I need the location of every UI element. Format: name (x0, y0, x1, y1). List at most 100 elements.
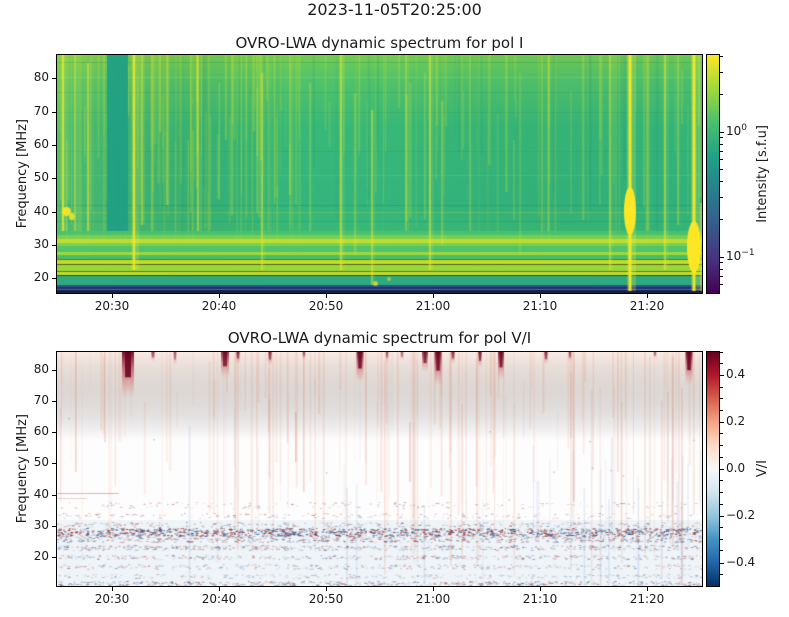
pol-i-y-tick (52, 211, 56, 213)
pol-i-colorbar (706, 54, 720, 294)
pol-vi-x-tick (218, 587, 220, 591)
pol-i-spectrogram-canvas (57, 55, 702, 293)
pol-vi-x-tick (325, 587, 327, 591)
pol-i-cb-minor-tick (720, 56, 723, 58)
pol-i-cb-tick (720, 131, 724, 133)
pol-i-y-tick-label: 20 (33, 270, 49, 284)
pol-i-cb-minor-tick (720, 275, 723, 277)
pol-vi-cb-minor-tick (720, 445, 723, 447)
pol-vi-colorbar-label: V/I (754, 460, 770, 478)
pol-vi-y-tick (52, 525, 56, 527)
pol-vi-cb-tick (720, 374, 724, 376)
pol-i-cb-minor-tick (720, 196, 723, 198)
pol-i-x-tick (325, 294, 327, 298)
pol-vi-x-tick-label: 21:00 (415, 592, 451, 606)
pol-vi-cb-tick-label: 0.2 (726, 414, 746, 428)
pol-i-cb-minor-tick (720, 137, 723, 139)
pol-vi-spectrogram-canvas (57, 352, 702, 586)
pol-vi-y-tick-label: 80 (33, 362, 49, 376)
pol-vi-x-tick (432, 587, 434, 591)
pol-i-cb-minor-tick (720, 159, 723, 161)
pol-i-cb-minor-tick (720, 268, 723, 270)
pol-i-x-tick-label: 20:50 (308, 299, 344, 313)
pol-vi-colorbar-label-wrap: V/I (748, 351, 776, 587)
pol-i-y-tick-label: 30 (33, 237, 49, 251)
pol-vi-y-tick-label: 60 (33, 424, 49, 438)
pol-i-y-tick-label: 80 (33, 70, 49, 84)
pol-i-x-tick (646, 294, 648, 298)
pol-i-cb-minor-tick (720, 150, 723, 152)
pol-i-cb-minor-tick (720, 93, 723, 95)
pol-vi-cb-tick-label: −0.2 (726, 508, 756, 522)
pol-vi-cb-tick (720, 468, 724, 470)
pol-vi-cb-minor-tick (720, 386, 723, 388)
pol-vi-y-tick-label: 20 (33, 549, 49, 563)
pol-vi-x-tick (539, 587, 541, 591)
pol-vi-x-tick-label: 20:50 (308, 592, 344, 606)
pol-vi-colorbar-gradient (707, 352, 719, 586)
pol-vi-axes (56, 351, 703, 587)
pol-i-x-tick-label: 20:30 (94, 299, 130, 313)
pol-vi-y-tick-label: 50 (33, 455, 49, 469)
pol-vi-y-tick (52, 369, 56, 371)
pol-vi-y-tick (52, 431, 56, 433)
pol-vi-cb-minor-tick (720, 491, 723, 493)
pol-i-cb-tick (720, 256, 724, 258)
pol-i-y-tick-label: 70 (33, 104, 49, 118)
pol-vi-y-tick-label: 30 (33, 518, 49, 532)
pol-i-axes (56, 54, 703, 294)
pol-vi-cb-tick (720, 515, 724, 517)
pol-i-x-tick-label: 20:40 (201, 299, 237, 313)
pol-vi-cb-minor-tick (720, 480, 723, 482)
pol-vi-y-tick (52, 400, 56, 402)
pol-vi-cb-minor-tick (720, 363, 723, 365)
pol-vi-x-tick-label: 21:10 (522, 592, 558, 606)
pol-vi-x-tick-label: 20:30 (94, 592, 130, 606)
pol-i-colorbar-gradient (707, 55, 719, 293)
pol-i-y-tick (52, 277, 56, 279)
pol-i-x-tick-label: 21:20 (629, 299, 665, 313)
pol-vi-cb-minor-tick (720, 410, 723, 411)
pol-i-x-tick-label: 21:00 (415, 299, 451, 313)
pol-i-y-tick (52, 111, 56, 113)
pol-vi-colorbar (706, 351, 720, 587)
pol-i-cb-minor-tick (720, 181, 723, 183)
pol-vi-cb-minor-tick (720, 527, 723, 528)
pol-i-y-tick-label: 50 (33, 170, 49, 184)
pol-i-title: OVRO-LWA dynamic spectrum for pol I (235, 34, 524, 52)
pol-i-y-tick (52, 244, 56, 246)
pol-i-cb-minor-tick (720, 169, 723, 171)
pol-vi-cb-minor-tick (720, 433, 723, 435)
pol-i-y-tick (52, 144, 56, 146)
pol-i-y-tick (52, 77, 56, 79)
pol-vi-y-tick-label: 70 (33, 393, 49, 407)
pol-vi-y-tick (52, 556, 56, 558)
pol-i-x-tick (218, 294, 220, 298)
pol-i-cb-tick-label: 10−1 (726, 248, 755, 263)
pol-i-cb-tick-label: 100 (726, 123, 748, 138)
pol-vi-cb-tick-label: −0.4 (726, 555, 756, 569)
pol-i-cb-minor-tick (720, 143, 723, 145)
pol-i-x-tick-label: 21:10 (522, 299, 558, 313)
pol-vi-cb-minor-tick (720, 456, 723, 458)
pol-vi-cb-minor-tick (720, 503, 723, 505)
pol-i-y-tick-label: 60 (33, 137, 49, 151)
pol-i-cb-minor-tick (720, 284, 723, 286)
pol-vi-x-tick-label: 20:40 (201, 592, 237, 606)
pol-i-x-tick (539, 294, 541, 298)
pol-vi-cb-minor-tick (720, 398, 723, 400)
pol-vi-x-tick-label: 21:20 (629, 592, 665, 606)
pol-vi-y-tick-label: 40 (33, 487, 49, 501)
pol-vi-x-tick (111, 587, 113, 591)
pol-vi-x-tick (646, 587, 648, 591)
pol-i-y-tick-label: 40 (33, 204, 49, 218)
pol-i-x-tick (111, 294, 113, 298)
pol-vi-y-tick (52, 462, 56, 464)
pol-vi-y-tick (52, 494, 56, 496)
pol-vi-cb-tick-label: 0.0 (726, 461, 746, 475)
pol-i-colorbar-label: Intensity [s.f.u] (754, 125, 770, 223)
pol-i-y-tick (52, 177, 56, 179)
pol-vi-title: OVRO-LWA dynamic spectrum for pol V/I (227, 329, 532, 347)
pol-i-cb-minor-tick (720, 218, 723, 220)
